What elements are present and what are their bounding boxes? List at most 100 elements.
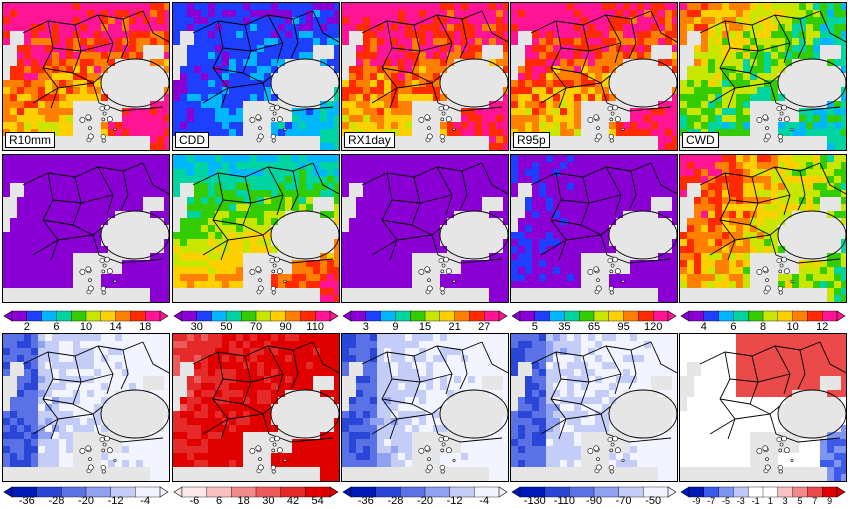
grid-cell [841,10,846,17]
grid-cell [440,122,447,129]
grid-cell [173,31,180,38]
grid-cell [306,334,313,341]
grid-cell [398,397,405,404]
grid-cell [447,274,454,281]
grid-cell [560,31,567,38]
grid-cell [264,176,271,183]
grid-cell [595,73,602,80]
grid-cell [644,10,651,17]
grid-cell [363,334,370,341]
grid-cell [426,218,433,225]
grid-cell [750,183,757,190]
grid-cell [398,3,405,10]
grid-cell [384,267,391,274]
grid-cell [157,439,164,446]
grid-cell [546,211,553,218]
grid-cell [306,267,313,274]
grid-cell [806,162,813,169]
grid-cell [827,31,834,38]
grid-cell [715,197,722,204]
grid-cell [546,38,553,45]
grid-cell [560,239,567,246]
grid-cell [201,169,208,176]
grid-cell [157,101,164,108]
grid-cell [45,225,52,232]
grid-cell [45,239,52,246]
grid-cell [482,281,489,288]
grid-cell [10,3,17,10]
grid-cell [173,87,180,94]
grid-cell [17,341,24,348]
grid-cell [560,129,567,136]
grid-cell [764,17,771,24]
grid-cell [454,3,461,10]
country-border [290,18,299,59]
island [609,117,614,122]
grid-cell [66,10,73,17]
grid-cell [73,183,80,190]
grid-cell [687,232,694,239]
island [269,437,275,443]
grid-cell [229,73,236,80]
grid-cell [813,176,820,183]
grid-cell [334,390,339,397]
grid-cell [377,155,384,162]
grid-cell [229,460,236,467]
grid-cell [363,80,370,87]
grid-cell [349,355,356,362]
grid-cell [398,383,405,390]
grid-cell [764,94,771,101]
grid-cell [482,24,489,31]
grid-cell [539,80,546,87]
grid-cell [630,31,637,38]
grid-cell [694,218,701,225]
grid-cell [630,190,637,197]
grid-cell [581,80,588,87]
grid-cell [334,162,339,169]
grid-cell [539,260,546,267]
grid-cell [412,204,419,211]
grid-cell [157,467,164,474]
grid-cell [771,169,778,176]
grid-cell [187,446,194,453]
grid-cell [129,24,136,31]
grid-cell [834,176,841,183]
grid-cell [489,150,496,151]
grid-cell [229,87,236,94]
grid-cell [327,3,334,10]
grid-cell [229,176,236,183]
grid-cell [757,80,764,87]
grid-cell [440,183,447,190]
grid-cell [363,432,370,439]
grid-cell [327,390,334,397]
grid-cell [157,211,164,218]
grid-cell [17,80,24,87]
grid-cell [834,10,841,17]
grid-cell [757,94,764,101]
grid-cell [503,108,508,115]
grid-cell [567,17,574,24]
grid-cell [299,439,306,446]
grid-cell [356,3,363,10]
grid-cell [356,418,363,425]
country-border [734,234,777,256]
grid-cell [827,150,834,151]
grid-cell [115,369,122,376]
grid-cell [680,169,687,176]
grid-cell [419,169,426,176]
panel-label: RX1day [344,132,395,148]
grid-cell [405,397,412,404]
grid-cell [243,10,250,17]
grid-cell [743,17,750,24]
grid-cell [187,383,194,390]
grid-cell [546,52,553,59]
grid-cell [715,211,722,218]
grid-cell [38,197,45,204]
grid-cell [736,101,743,108]
grid-cell [813,162,820,169]
grid-cell [208,281,215,288]
grid-cell [785,162,792,169]
grid-cell [115,176,122,183]
grid-cell [665,3,672,10]
grid-cell [101,17,108,24]
